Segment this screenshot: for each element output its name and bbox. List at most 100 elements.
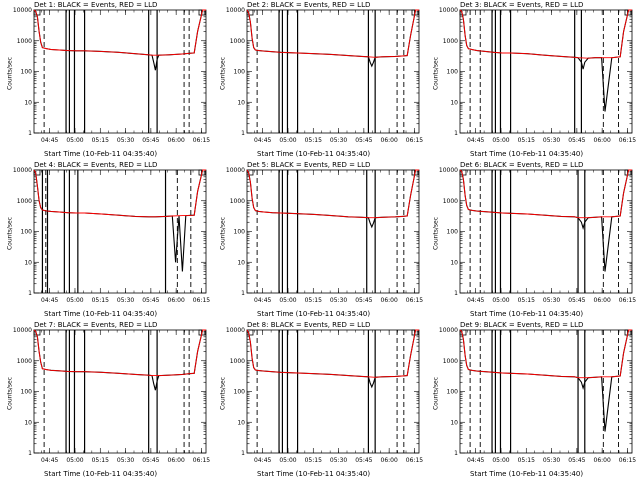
detector-panel: Det 1: BLACK = Events, RED = LLD Start Ti… xyxy=(0,0,213,160)
y-tick-label: 1000 xyxy=(230,38,245,45)
y-tick-label: 1000 xyxy=(443,38,458,45)
x-tick-label: 06:15 xyxy=(406,297,423,304)
x-tick-label: 06:15 xyxy=(619,457,636,464)
plot-frame xyxy=(459,329,633,454)
series-lld-line xyxy=(459,169,632,219)
x-tick-label: 05:15 xyxy=(518,457,535,464)
panel-title: Det 4: BLACK = Events, RED = LLD xyxy=(34,161,158,169)
x-tick-label: 05:30 xyxy=(117,137,134,144)
series-lld-line xyxy=(459,329,632,379)
x-tick-label: 06:00 xyxy=(381,457,398,464)
plot-frame xyxy=(33,9,207,134)
y-tick-label: 1000 xyxy=(17,38,32,45)
y-tick-label: 1000 xyxy=(17,198,32,205)
y-tick-label: 10000 xyxy=(226,167,245,174)
series-events-line xyxy=(459,329,632,432)
x-tick-label: 06:00 xyxy=(594,457,611,464)
x-tick-label: 06:00 xyxy=(594,297,611,304)
y-tick-label: 1000 xyxy=(17,358,32,365)
x-tick-label: 06:00 xyxy=(381,297,398,304)
y-tick-label: 10 xyxy=(24,99,32,106)
series-events-line xyxy=(246,329,419,389)
x-tick-label: 05:30 xyxy=(543,137,560,144)
x-axis-label: Start Time (10-Feb-11 04:35:40) xyxy=(44,470,158,478)
y-tick-label: 10 xyxy=(450,419,458,426)
plot-svg: 1 10 100 1000 10000 04:45 05:00 05:15 05:30 05:45… xyxy=(439,327,636,464)
x-tick-label: 05:00 xyxy=(492,457,509,464)
detector-panel: Det 6: BLACK = Events, RED = LLD Start Ti… xyxy=(426,160,639,320)
y-tick-label: 1 xyxy=(241,290,245,297)
series-lld-line xyxy=(33,169,206,218)
plot-svg: 1 10 100 1000 10000 04:45 05:00 05:15 05:30 05:45… xyxy=(226,7,423,144)
series-lld-line xyxy=(246,329,419,378)
x-axis-label: Start Time (10-Feb-11 04:35:40) xyxy=(257,150,371,158)
x-tick-label: 05:45 xyxy=(142,137,159,144)
plot-frame xyxy=(459,169,633,294)
x-tick-label: 05:15 xyxy=(92,297,109,304)
y-tick-label: 100 xyxy=(447,229,459,236)
panel-title: Det 7: BLACK = Events, RED = LLD xyxy=(34,321,158,329)
detector-panel: Det 8: BLACK = Events, RED = LLD Start Ti… xyxy=(213,320,426,480)
series-lld-line xyxy=(33,329,206,377)
detector-panel: Det 7: BLACK = Events, RED = LLD Start Ti… xyxy=(0,320,213,480)
plot-svg: 1 10 100 1000 10000 04:45 05:00 05:15 05:30 05:45… xyxy=(13,167,210,304)
x-tick-label: 06:15 xyxy=(406,137,423,144)
plot-svg: 1 10 100 1000 10000 04:45 05:00 05:15 05:30 05:45… xyxy=(13,327,210,464)
x-tick-label: 05:15 xyxy=(518,297,535,304)
x-tick-label: 05:15 xyxy=(305,297,322,304)
plot-svg: 1 10 100 1000 10000 04:45 05:00 05:15 05:30 05:45… xyxy=(226,327,423,464)
x-tick-label: 05:45 xyxy=(355,297,372,304)
x-tick-label: 05:30 xyxy=(543,457,560,464)
series-events-line xyxy=(246,9,419,68)
x-tick-label: 05:15 xyxy=(92,137,109,144)
series-lld-line xyxy=(459,9,632,59)
plot-frame xyxy=(246,169,420,294)
x-tick-label: 05:15 xyxy=(305,457,322,464)
y-tick-label: 10000 xyxy=(439,7,458,14)
x-tick-label: 06:00 xyxy=(381,137,398,144)
x-tick-label: 05:30 xyxy=(117,297,134,304)
x-tick-label: 04:45 xyxy=(254,457,271,464)
x-tick-label: 06:15 xyxy=(619,297,636,304)
x-tick-label: 04:45 xyxy=(41,297,58,304)
x-tick-label: 04:45 xyxy=(254,137,271,144)
x-tick-label: 05:30 xyxy=(330,137,347,144)
y-tick-label: 1 xyxy=(454,290,458,297)
x-axis-label: Start Time (10-Feb-11 04:35:40) xyxy=(470,150,584,158)
panel-title: Det 8: BLACK = Events, RED = LLD xyxy=(247,321,371,329)
y-tick-label: 10 xyxy=(450,99,458,106)
series-lld-line xyxy=(246,9,419,58)
y-tick-label: 100 xyxy=(234,69,246,76)
x-tick-label: 04:45 xyxy=(467,297,484,304)
y-tick-label: 10 xyxy=(24,419,32,426)
x-tick-label: 06:00 xyxy=(168,457,185,464)
plot-svg: 1 10 100 1000 10000 04:45 05:00 05:15 05:30 05:45… xyxy=(439,7,636,144)
plot-svg: 1 10 100 1000 10000 04:45 05:00 05:15 05:30 05:45… xyxy=(13,7,210,144)
x-tick-label: 04:45 xyxy=(467,457,484,464)
y-tick-label: 10 xyxy=(450,259,458,266)
y-tick-label: 1000 xyxy=(230,198,245,205)
y-tick-label: 10 xyxy=(237,259,245,266)
y-tick-label: 10000 xyxy=(226,7,245,14)
x-tick-label: 06:15 xyxy=(193,137,210,144)
y-tick-label: 1000 xyxy=(230,358,245,365)
y-tick-label: 1 xyxy=(241,450,245,457)
plot-frame xyxy=(246,329,420,454)
x-tick-label: 05:15 xyxy=(92,457,109,464)
y-tick-label: 100 xyxy=(447,389,459,396)
panel-title: Det 2: BLACK = Events, RED = LLD xyxy=(247,1,371,9)
y-tick-label: 1 xyxy=(28,290,32,297)
x-tick-label: 05:00 xyxy=(66,297,83,304)
x-tick-label: 05:45 xyxy=(142,297,159,304)
x-tick-label: 05:30 xyxy=(330,457,347,464)
y-tick-label: 10 xyxy=(237,99,245,106)
series-lld-line xyxy=(33,9,206,56)
x-tick-label: 05:45 xyxy=(355,457,372,464)
y-tick-label: 100 xyxy=(234,229,246,236)
x-axis-label: Start Time (10-Feb-11 04:35:40) xyxy=(470,470,584,478)
y-tick-label: 1000 xyxy=(443,358,458,365)
x-tick-label: 05:00 xyxy=(66,457,83,464)
panel-title: Det 6: BLACK = Events, RED = LLD xyxy=(460,161,584,169)
x-tick-label: 05:30 xyxy=(117,457,134,464)
x-tick-label: 05:30 xyxy=(543,297,560,304)
